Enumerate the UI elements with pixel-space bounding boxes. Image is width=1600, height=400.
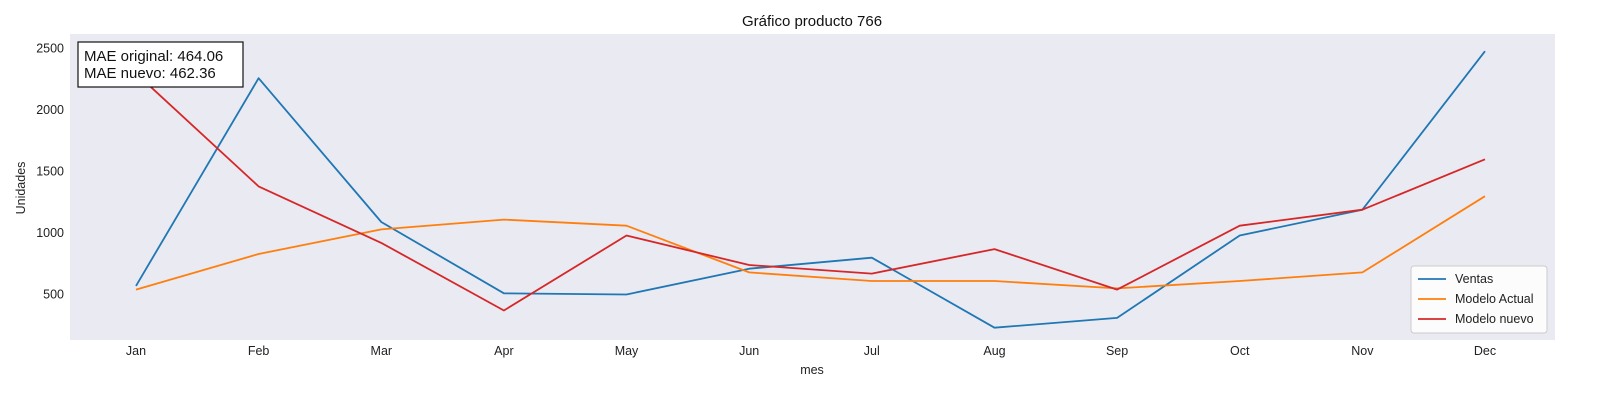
legend-frame xyxy=(1410,265,1548,334)
y-tick-label-500: 500 xyxy=(43,288,64,302)
x-axis-ticks: Jan Feb Mar Apr May Jun Jul Aug Sep Oct Nov Dec xyxy=(126,344,1496,358)
x-tick-label-jul: Jul xyxy=(864,344,880,358)
annotation-mae-original: MAE original: 464.06 xyxy=(84,48,223,65)
annotation-mae-nuevo: MAE nuevo: 462.36 xyxy=(84,65,216,82)
plot-area xyxy=(70,34,1555,340)
x-tick-label-apr: Apr xyxy=(494,344,513,358)
y-tick-label-2500: 2500 xyxy=(36,42,64,56)
legend-label-ventas: Ventas xyxy=(1455,272,1493,286)
x-tick-label-oct: Oct xyxy=(1230,344,1250,358)
x-tick-label-dec: Dec xyxy=(1474,344,1496,358)
x-tick-label-aug: Aug xyxy=(983,344,1005,358)
x-axis-label: mes xyxy=(800,363,824,377)
x-tick-label-feb: Feb xyxy=(248,344,270,358)
chart-title: Gráfico producto 766 xyxy=(742,13,882,30)
series-line-ventas xyxy=(135,50,1486,329)
y-axis-label: Unidades xyxy=(14,162,28,215)
x-tick-label-sep: Sep xyxy=(1106,344,1128,358)
x-tick-label-mar: Mar xyxy=(371,344,393,358)
series-line-modelo-nuevo xyxy=(135,72,1486,312)
annotation-frame xyxy=(77,41,244,88)
x-tick-label-may: May xyxy=(615,344,639,358)
y-tick-label-1000: 1000 xyxy=(36,226,64,240)
legend-label-modelo-nuevo: Modelo nuevo xyxy=(1455,312,1534,326)
y-tick-label-1500: 1500 xyxy=(36,165,64,179)
x-tick-label-nov: Nov xyxy=(1351,344,1374,358)
x-tick-label-jan: Jan xyxy=(126,344,146,358)
y-axis-ticks: 500 1000 1500 2000 2500 xyxy=(36,42,64,302)
x-tick-label-jun: Jun xyxy=(739,344,759,358)
y-tick-label-2000: 2000 xyxy=(36,103,64,117)
series-layer xyxy=(135,50,1486,329)
legend-label-modelo-actual: Modelo Actual xyxy=(1455,292,1534,306)
legend: Ventas Modelo Actual Modelo nuevo xyxy=(1410,265,1548,334)
mae-annotation-box: MAE original: 464.06 MAE nuevo: 462.36 xyxy=(77,41,244,88)
